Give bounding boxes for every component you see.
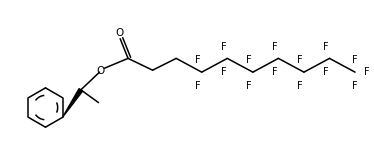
Text: F: F xyxy=(195,81,200,91)
Text: F: F xyxy=(364,67,370,77)
Text: F: F xyxy=(246,81,252,91)
Text: O: O xyxy=(115,28,123,38)
Text: O: O xyxy=(96,66,105,76)
Text: F: F xyxy=(221,42,226,52)
Text: F: F xyxy=(352,55,358,65)
Text: F: F xyxy=(323,42,328,52)
Polygon shape xyxy=(62,89,83,117)
Text: F: F xyxy=(195,55,200,65)
Text: F: F xyxy=(297,81,303,91)
Text: F: F xyxy=(352,81,358,91)
Text: F: F xyxy=(272,42,277,52)
Text: F: F xyxy=(272,67,277,77)
Text: F: F xyxy=(221,67,226,77)
Text: F: F xyxy=(246,55,252,65)
Text: F: F xyxy=(297,55,303,65)
Text: F: F xyxy=(323,67,328,77)
